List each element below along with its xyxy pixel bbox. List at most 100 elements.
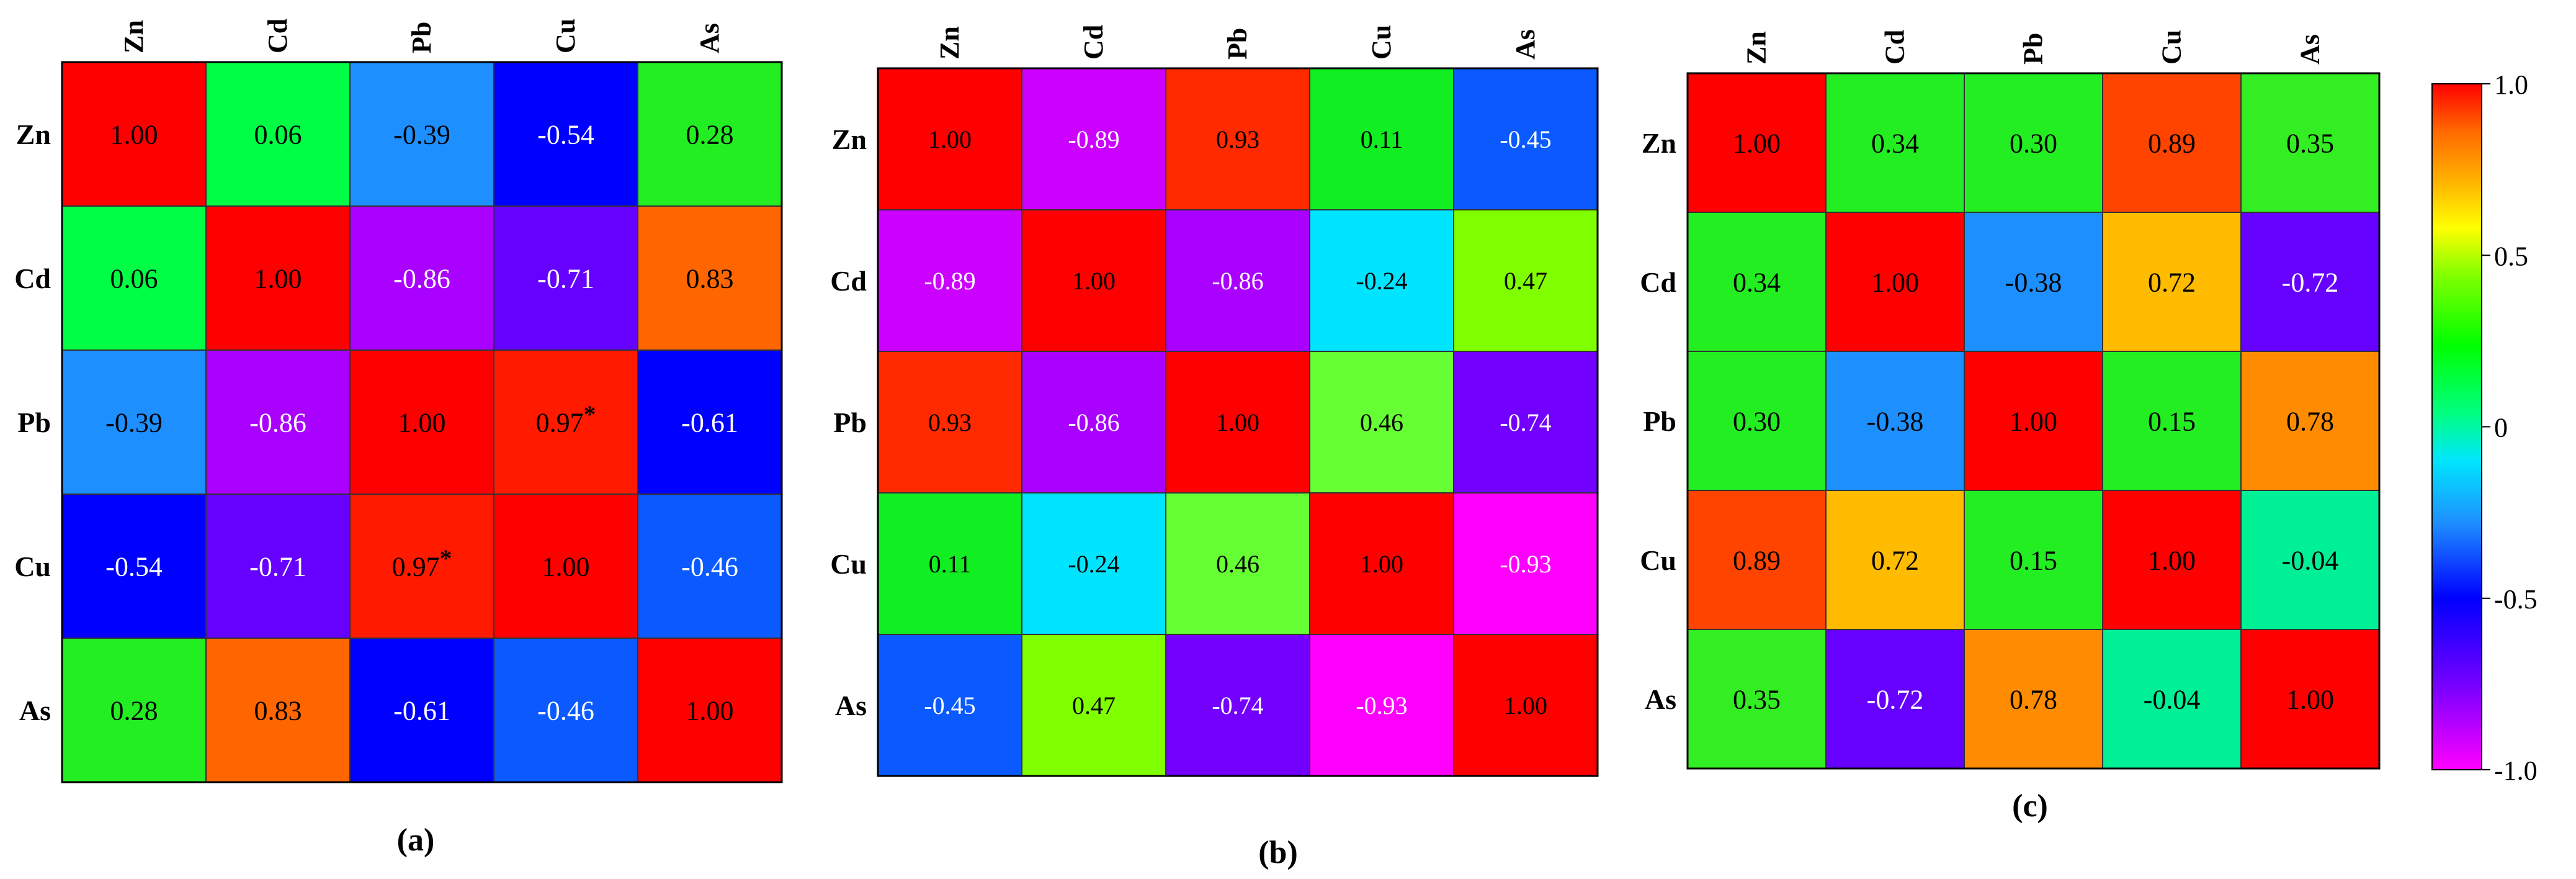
cell-value-label: 0.93	[928, 408, 972, 436]
cell-value-label: -0.74	[1212, 692, 1263, 719]
heatmap-cell	[2102, 351, 2242, 491]
heatmap-cell	[205, 638, 351, 783]
cell-value-label: -0.24	[1068, 550, 1119, 578]
heatmap-panel-1: 1.00 0.06 -0.39 -0.54 0.28 0.06 1.00 -0.86 -0.71…	[14, 19, 783, 858]
heatmap-cell	[61, 638, 207, 783]
cell-value-label: 0.34	[1871, 128, 1919, 158]
cell-value-label: 0.30	[1733, 406, 1781, 436]
heatmap-cell	[2240, 629, 2380, 769]
heatmap-border	[61, 61, 783, 783]
heatmap-cell	[2240, 351, 2380, 491]
cell-value-label: -0.89	[924, 267, 975, 295]
cell-value-label: 1.00	[254, 263, 302, 294]
cell-value-label: 0.15	[2148, 406, 2196, 436]
heatmap-cell	[1825, 490, 1965, 630]
column-label: Pb	[2018, 33, 2049, 65]
heatmap-cell	[349, 349, 494, 495]
cell-value-label: 0.47	[1072, 692, 1116, 719]
heatmap-cell	[1964, 490, 2103, 630]
cell-value-label: -0.74	[1500, 408, 1551, 436]
row-label: Cd	[1640, 266, 1676, 298]
cell-value-label: 0.06	[110, 263, 158, 294]
cell-value-label: 0.93	[1216, 125, 1259, 153]
heatmap-cell	[1309, 351, 1454, 494]
heatmap-cell	[61, 494, 207, 639]
heatmap-cell	[493, 494, 638, 639]
colorbar-tick-label: 0.5	[2494, 241, 2528, 271]
cell-value-label: 1.00	[1360, 550, 1403, 578]
cell-value-label: -0.72	[1867, 684, 1924, 714]
heatmap-cell	[1687, 73, 1827, 213]
heatmap-cell	[1964, 73, 2103, 213]
cell-value-label: 0.11	[1361, 125, 1403, 153]
column-label: Cd	[262, 19, 293, 53]
cell-value-label: 1.00	[1733, 128, 1781, 158]
heatmap-cell	[61, 61, 207, 207]
cell-value-label: -0.46	[537, 695, 594, 726]
cell-value-label: 0.78	[2010, 684, 2057, 714]
cell-value-label: 1.00	[1871, 267, 1919, 297]
row-label: Cu	[1640, 544, 1676, 576]
heatmap-cell	[1165, 492, 1310, 635]
cell-value-label: 0.46	[1216, 550, 1259, 578]
cell-value-label: 0.78	[2286, 406, 2334, 436]
cell-value-label: -0.54	[537, 119, 594, 150]
heatmap-cell	[877, 634, 1022, 777]
cell-value-label: 1.00	[398, 407, 446, 438]
heatmap-cell	[1825, 73, 1965, 213]
cell-value-label: 0.46	[1360, 408, 1403, 436]
cell-value-label: -0.86	[249, 407, 306, 438]
column-label: Cd	[1078, 25, 1109, 60]
cell-value-label: -0.61	[681, 407, 738, 438]
heatmap-cell	[1825, 212, 1965, 352]
panel-label: (a)	[397, 823, 435, 858]
heatmap-cell	[1964, 351, 2103, 491]
cell-value-label: -0.89	[1068, 125, 1119, 153]
cell-value-label: 0.83	[254, 695, 302, 726]
cell-value-label: 0.15	[2010, 545, 2057, 575]
heatmap-cell	[1309, 492, 1454, 635]
heatmap-cell	[1309, 209, 1454, 352]
cell-value-label: 0.34	[1733, 267, 1781, 297]
cell-value-label: -0.38	[1867, 406, 1924, 436]
heatmap-cell	[1964, 212, 2103, 352]
cell-value-label: -0.45	[924, 692, 975, 719]
row-label: Cd	[14, 263, 51, 294]
cell-value-label: -0.54	[105, 551, 163, 582]
cell-value-label: -0.61	[393, 695, 450, 726]
cell-value-label: 0.89	[2148, 128, 2196, 158]
panel-label: (c)	[2012, 788, 2048, 824]
heatmap-cell	[2102, 490, 2242, 630]
heatmap-panel-3: 1.00 0.34 0.30 0.89 0.35 0.34 1.00 -0.38 0.72 -0.…	[1640, 30, 2381, 824]
heatmap-cell	[205, 349, 351, 495]
heatmap-cell	[877, 351, 1022, 494]
heatmap-cell	[1165, 634, 1310, 777]
cell-value-label: -0.93	[1500, 550, 1551, 578]
heatmap-cell	[2102, 629, 2242, 769]
colorbar-tick-label: -0.5	[2494, 584, 2538, 615]
cell-value-label: -0.86	[1212, 267, 1263, 295]
panel-label: (b)	[1258, 835, 1298, 870]
cell-value-label: 1.00	[686, 695, 734, 726]
colorbar-gradient	[2431, 83, 2482, 770]
heatmap-cell	[637, 349, 782, 495]
cell-value-label: 0.06	[254, 119, 302, 150]
heatmap-cell	[61, 205, 207, 351]
heatmap-cell	[877, 209, 1022, 352]
row-label: Cu	[14, 551, 51, 582]
heatmap-cell	[637, 494, 782, 639]
cell-value-label: -0.72	[2282, 267, 2339, 297]
column-label: Cu	[1366, 25, 1397, 60]
column-label: As	[2295, 34, 2325, 65]
heatmap-cell	[1021, 492, 1166, 635]
heatmap-cell	[493, 61, 638, 207]
cell-value-label: -0.86	[1068, 408, 1119, 436]
cell-value-label: 0.72	[2148, 267, 2196, 297]
row-label: As	[1645, 683, 1676, 715]
heatmap-cell	[493, 349, 638, 495]
column-label: Zn	[934, 26, 965, 60]
column-label: Pb	[406, 22, 437, 53]
heatmap-cell	[637, 61, 782, 207]
cell-value-label: 1.00	[1504, 692, 1547, 719]
